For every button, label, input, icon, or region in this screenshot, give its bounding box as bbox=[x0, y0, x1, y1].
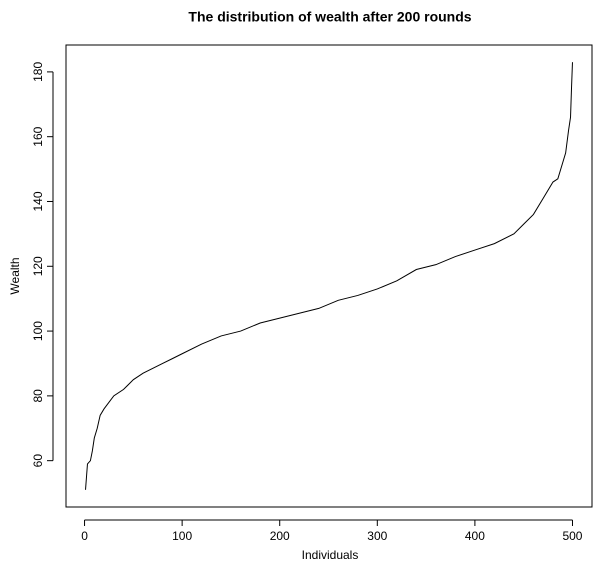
chart-title: The distribution of wealth after 200 rou… bbox=[188, 9, 471, 25]
y-axis-label: Wealth bbox=[8, 257, 22, 294]
y-tick-label: 100 bbox=[31, 321, 45, 341]
x-tick-label: 200 bbox=[270, 529, 290, 543]
y-tick-label: 160 bbox=[31, 126, 45, 146]
y-tick-label: 120 bbox=[31, 256, 45, 276]
x-tick-label: 300 bbox=[367, 529, 387, 543]
wealth-line bbox=[85, 62, 573, 490]
y-tick-label: 140 bbox=[31, 191, 45, 211]
x-axis-label: Individuals bbox=[302, 548, 359, 562]
y-tick-label: 80 bbox=[31, 389, 45, 403]
x-tick-label: 400 bbox=[465, 529, 485, 543]
y-tick-label: 180 bbox=[31, 62, 45, 82]
x-tick-label: 500 bbox=[562, 529, 582, 543]
y-tick-label: 60 bbox=[31, 454, 45, 468]
x-tick-label: 100 bbox=[172, 529, 192, 543]
plot-box bbox=[65, 44, 593, 508]
x-tick-label: 0 bbox=[81, 529, 88, 543]
